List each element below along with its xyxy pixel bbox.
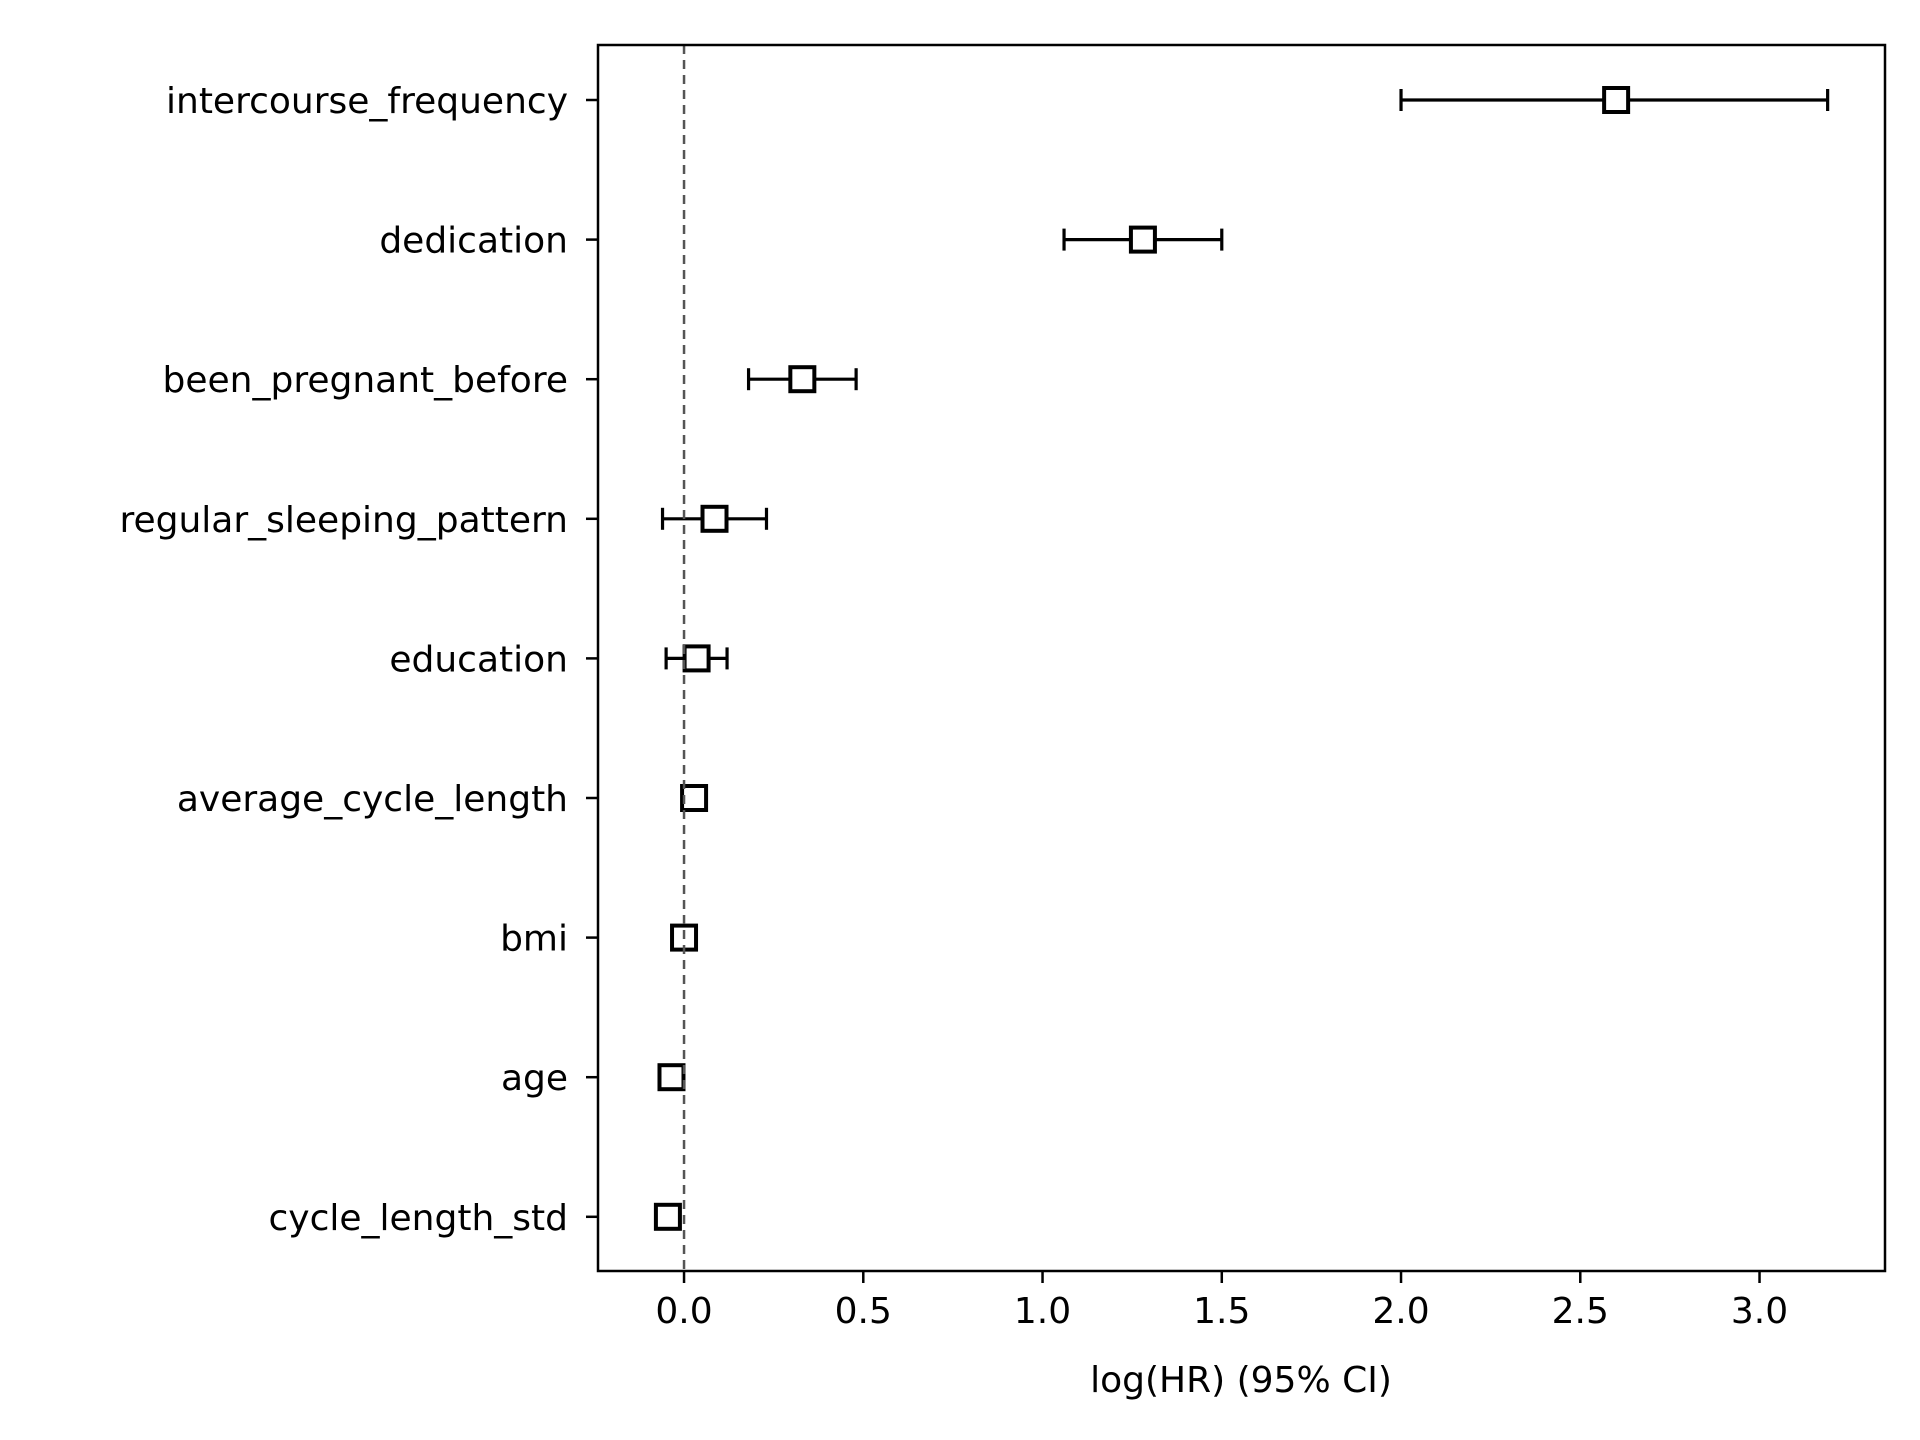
- x-tick-label: 2.0: [1372, 1291, 1429, 1332]
- data-point-intercourse-frequency: [1399, 86, 1830, 114]
- x-tick-label: 1.0: [1014, 1291, 1071, 1332]
- plot-area: [653, 86, 1830, 1231]
- data-point-age: [657, 1063, 686, 1092]
- x-tick-label: 1.5: [1193, 1291, 1250, 1332]
- data-point-cycle-length-std: [653, 1202, 682, 1231]
- estimate-marker: [680, 784, 709, 812]
- y-tick-label: age: [501, 1058, 568, 1099]
- y-tick-label: intercourse_frequency: [166, 81, 568, 122]
- x-tick-label: 0.5: [835, 1291, 892, 1332]
- estimate-marker: [788, 365, 817, 394]
- data-point-average-cycle-length: [680, 784, 709, 812]
- estimate-marker: [1602, 86, 1631, 114]
- estimate-marker: [682, 644, 711, 673]
- x-tick-label: 0.0: [655, 1291, 712, 1332]
- y-axis: intercourse_frequency dedication been_preg…: [119, 81, 598, 1239]
- estimate-marker: [657, 1063, 686, 1092]
- y-tick-label: bmi: [500, 919, 568, 960]
- x-axis-label: log(HR) (95% CI): [1090, 1360, 1392, 1401]
- y-tick-label: dedication: [379, 221, 568, 262]
- data-point-education: [664, 644, 729, 673]
- estimate-marker: [1128, 225, 1157, 254]
- x-tick-label: 2.5: [1552, 1291, 1609, 1332]
- data-point-regular-sleeping-pattern: [660, 504, 769, 533]
- y-tick-label: average_cycle_length: [177, 779, 568, 820]
- data-point-been-pregnant-before: [746, 365, 858, 394]
- data-point-dedication: [1062, 225, 1224, 254]
- x-tick-label: 3.0: [1731, 1291, 1788, 1332]
- y-tick-label: regular_sleeping_pattern: [119, 500, 568, 541]
- estimate-marker: [700, 504, 729, 533]
- estimate-marker: [653, 1202, 682, 1231]
- x-axis: 0.0 0.5 1.0 1.5 2.0 2.5 3.0: [655, 1271, 1788, 1332]
- y-tick-label: cycle_length_std: [268, 1198, 568, 1239]
- y-tick-label: education: [389, 639, 568, 680]
- y-tick-label: been_pregnant_before: [163, 360, 569, 401]
